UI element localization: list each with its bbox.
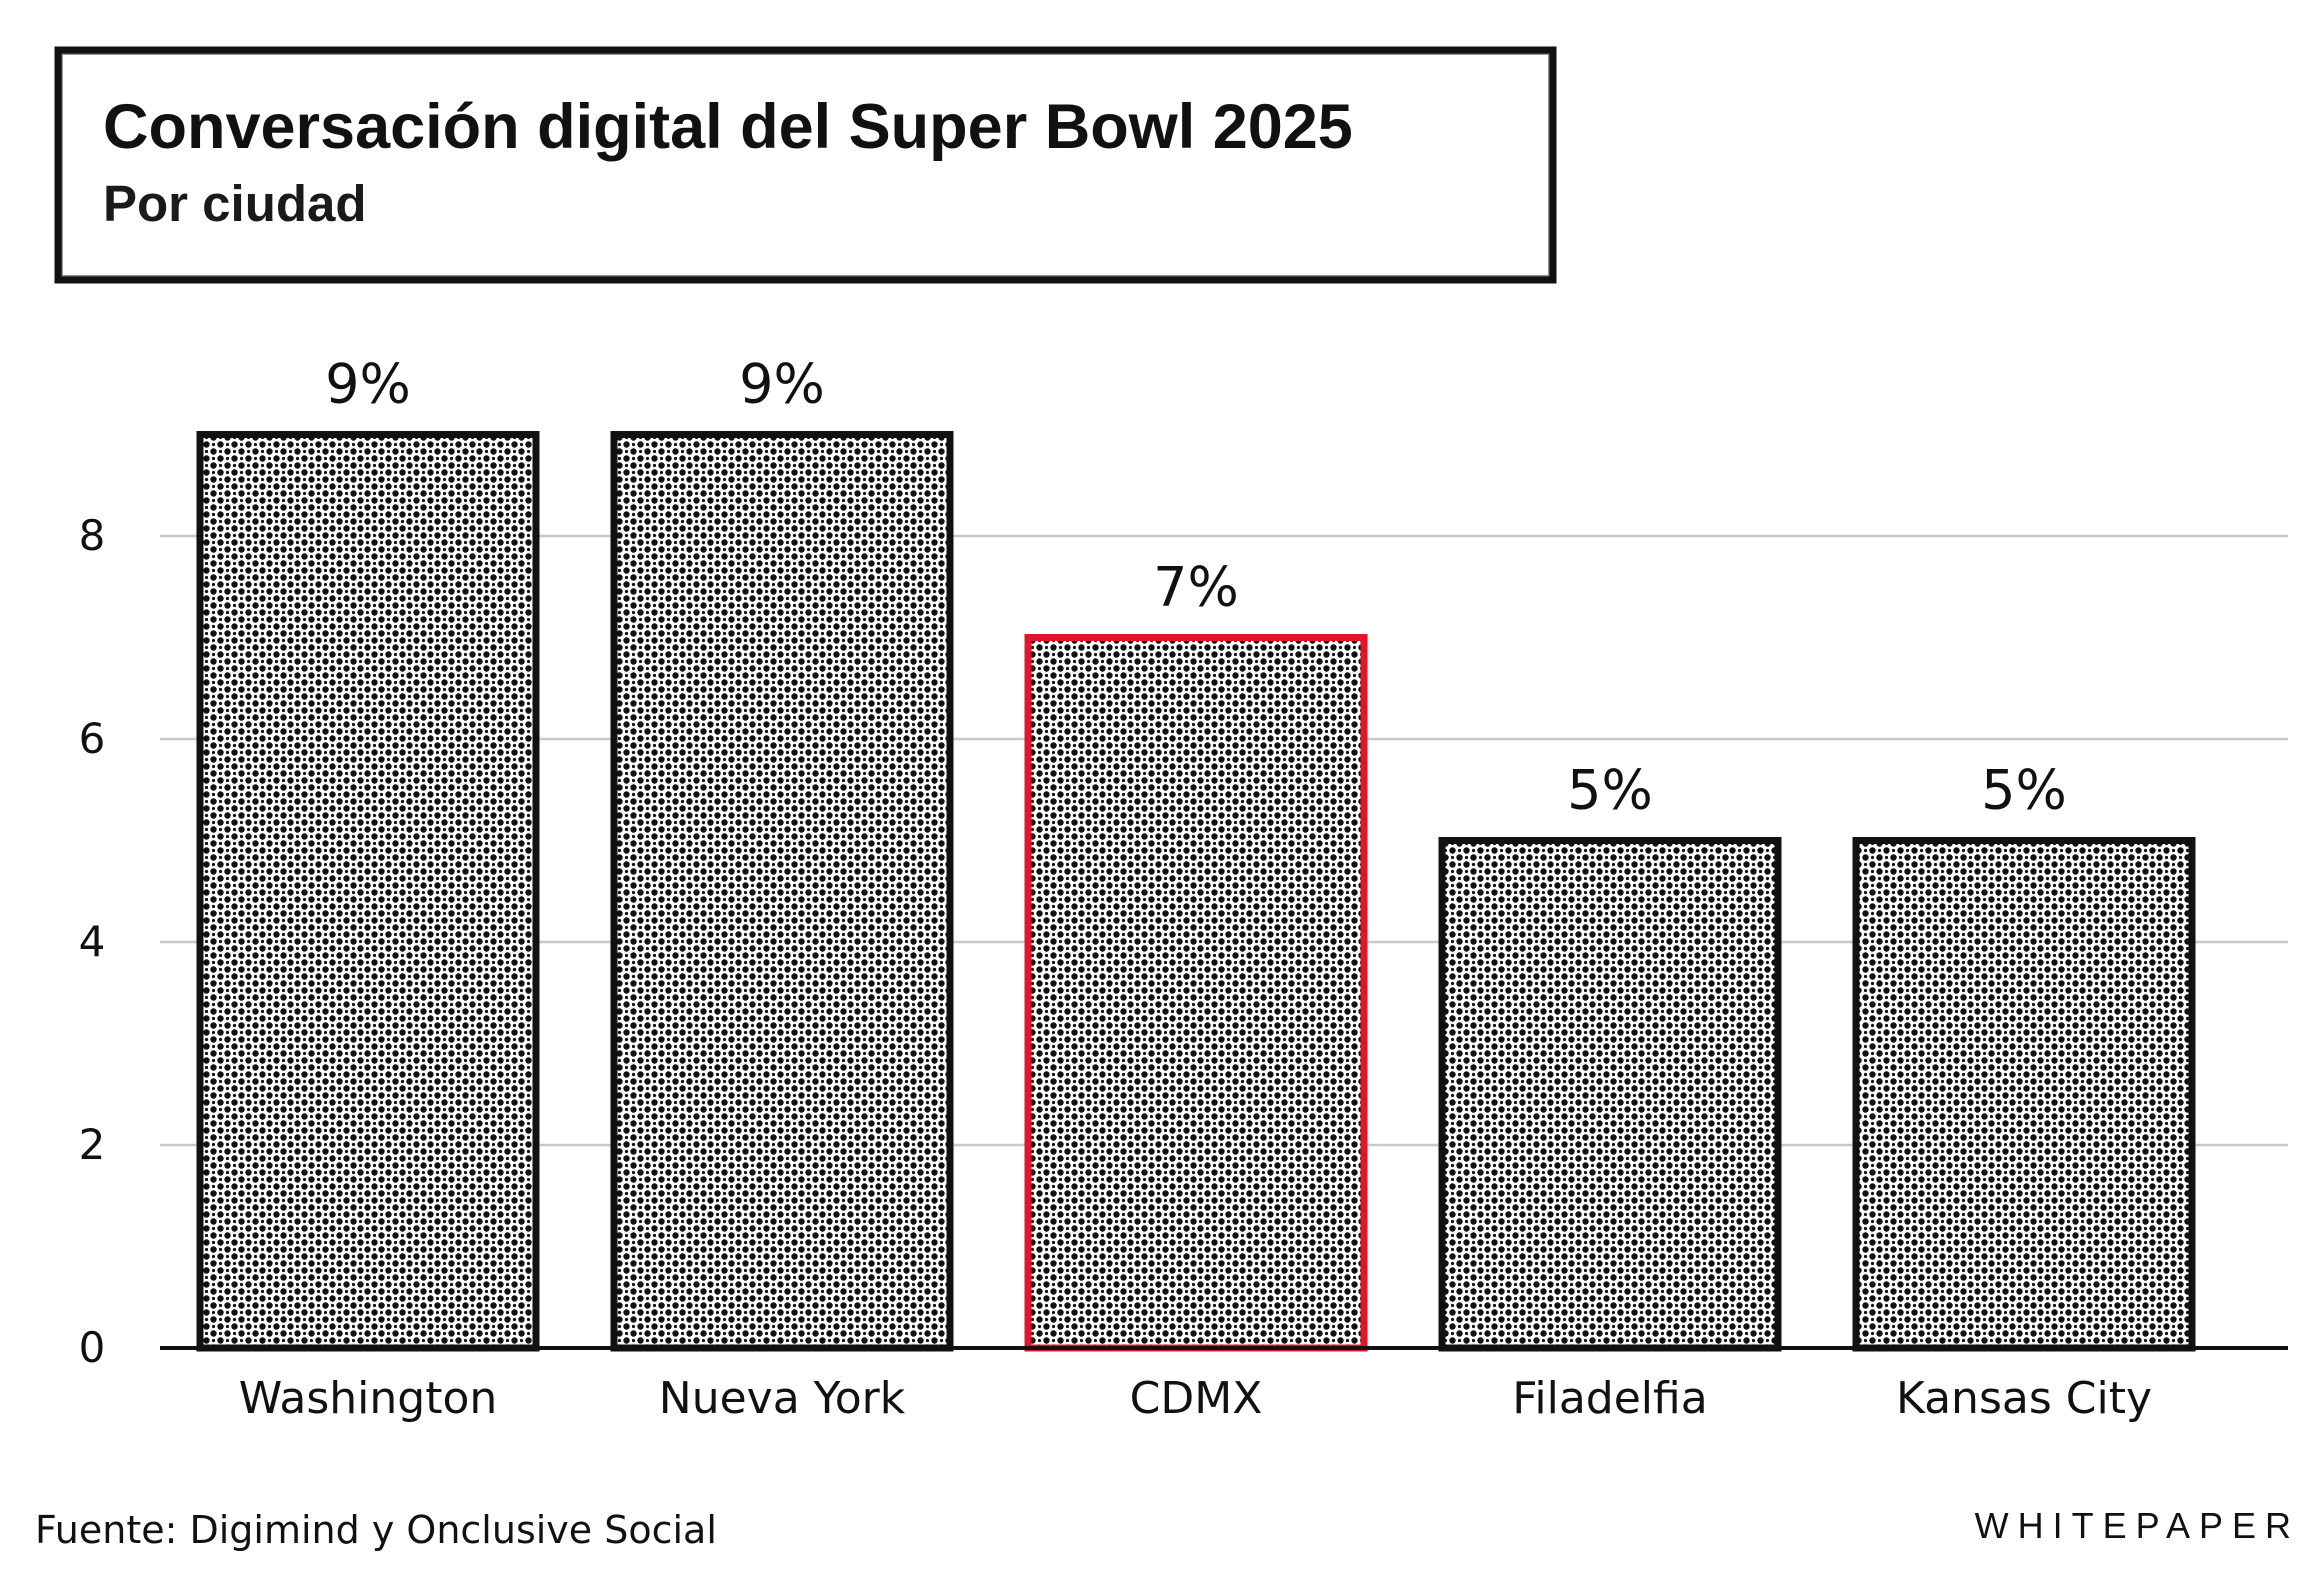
- category-label: CDMX: [1130, 1373, 1263, 1424]
- data-labels: 9% 9% 7% 5% 5%: [325, 353, 2067, 822]
- data-label: 9%: [739, 353, 825, 416]
- y-tick-label: 6: [79, 714, 106, 763]
- data-label: 9%: [325, 353, 411, 416]
- y-tick-label: 0: [79, 1323, 106, 1372]
- title-box: Conversación digital del Super Bowl 2025…: [54, 46, 1557, 284]
- x-axis-baseline: [160, 1346, 2288, 1350]
- y-tick-label: 4: [79, 917, 106, 966]
- y-tick-label: 8: [79, 511, 106, 560]
- data-label: 5%: [1981, 759, 2067, 822]
- brand-logo: WHITEPAPER: [1975, 1505, 2300, 1546]
- chart-subtitle: Por ciudad: [103, 175, 367, 232]
- x-axis: Washington Nueva York CDMX Filadelfia Kansas…: [239, 1373, 2152, 1424]
- bar-nueva-york: [610, 431, 954, 1352]
- y-axis: 0 2 4 6 8: [79, 511, 106, 1372]
- category-label: Filadelfia: [1512, 1373, 1707, 1424]
- chart-title: Conversación digital del Super Bowl 2025: [103, 92, 1353, 162]
- source-note: Fuente: Digimind y Onclusive Social: [35, 1508, 717, 1552]
- data-label: 5%: [1567, 759, 1653, 822]
- category-label: Washington: [239, 1373, 498, 1424]
- bar-kansas-city: [1852, 837, 2196, 1352]
- category-label: Kansas City: [1896, 1373, 2152, 1424]
- bar-washington: [196, 431, 540, 1352]
- bar-filadelfia: [1438, 837, 1782, 1352]
- category-label: Nueva York: [659, 1373, 906, 1424]
- data-label: 7%: [1153, 556, 1239, 619]
- y-tick-label: 2: [79, 1120, 106, 1169]
- bar-cdmx: [1024, 634, 1368, 1352]
